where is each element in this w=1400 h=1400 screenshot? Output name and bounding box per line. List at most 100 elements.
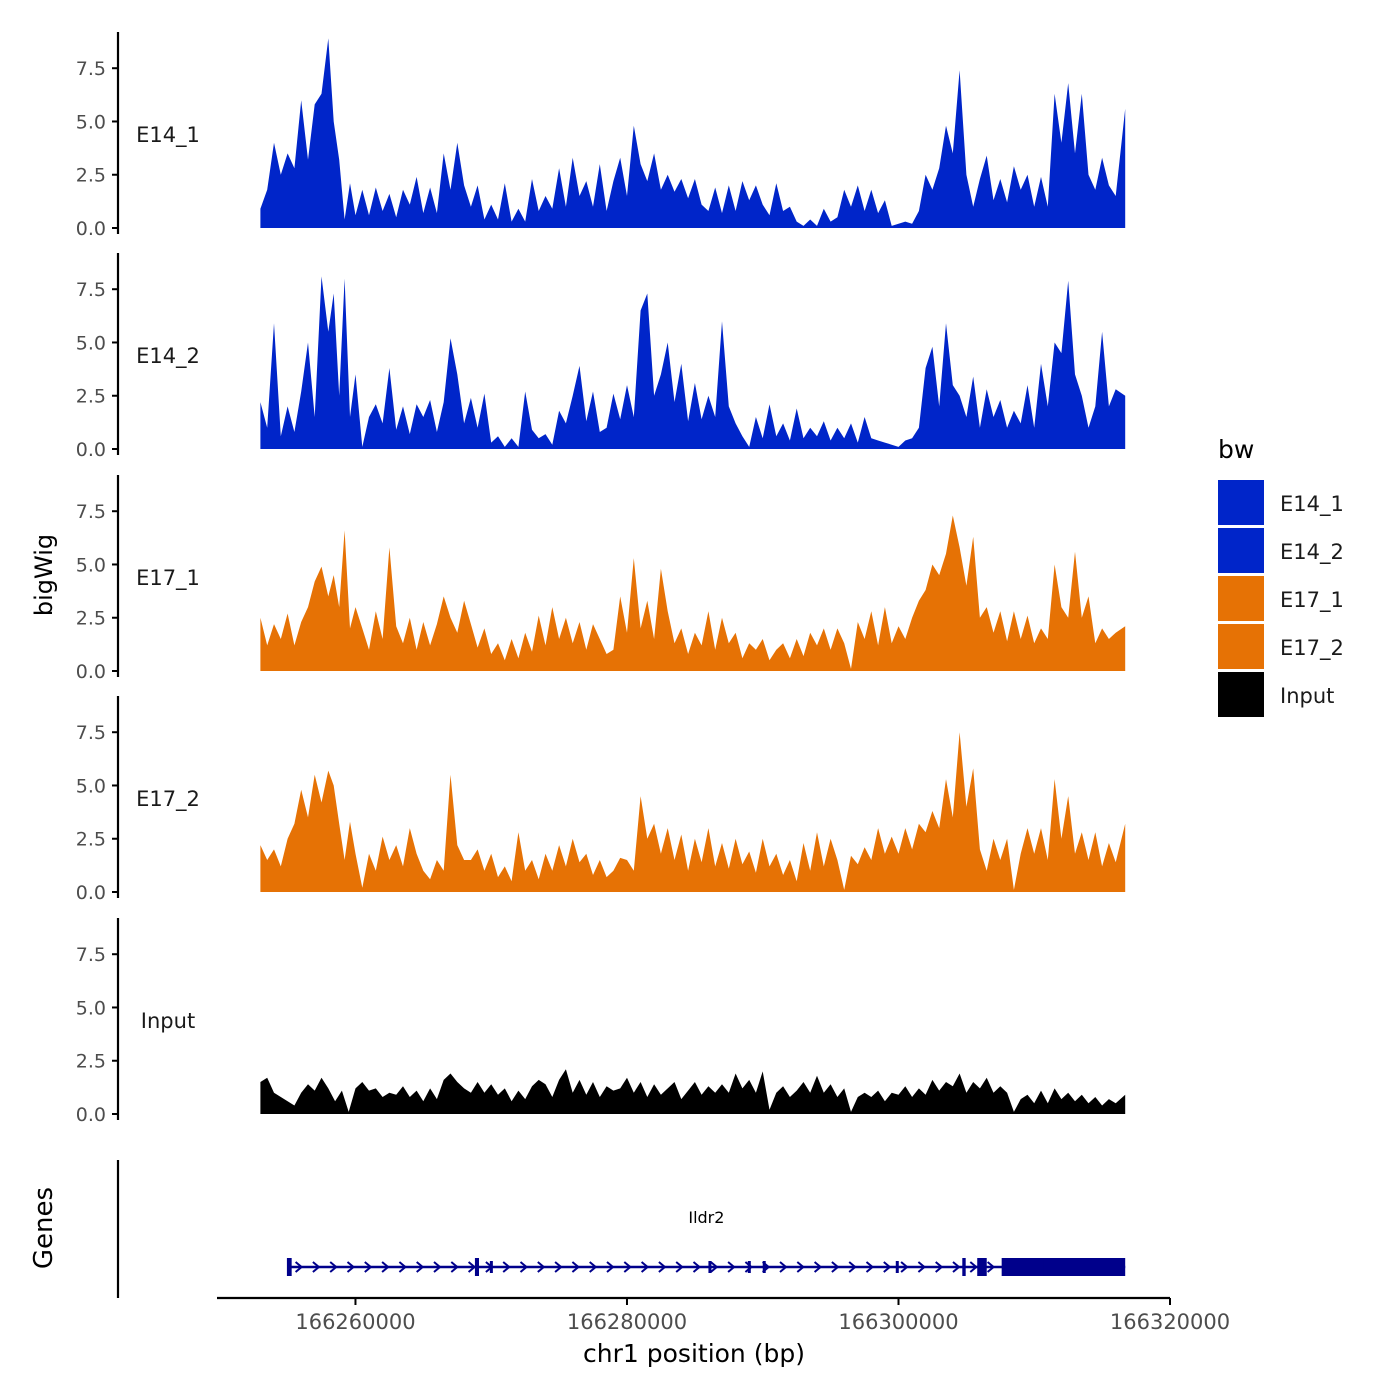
- strand-arrow: [398, 1261, 407, 1273]
- track-label: E14_1: [136, 123, 200, 148]
- genes-panel-title: Genes: [29, 1187, 59, 1269]
- x-tick-label: 166300000: [838, 1310, 958, 1334]
- y-axis-title: bigWig: [30, 534, 58, 616]
- strand-arrow: [813, 1261, 823, 1273]
- y-tick-label: 7.5: [76, 501, 106, 523]
- exon: [747, 1261, 751, 1273]
- x-tick-label: 166260000: [295, 1310, 415, 1334]
- strand-arrow: [606, 1261, 615, 1273]
- y-tick-label: 0.0: [76, 439, 106, 461]
- y-tick-label: 2.5: [76, 829, 106, 851]
- strand-arrow: [727, 1261, 736, 1273]
- strand-arrow: [969, 1261, 978, 1273]
- exon: [962, 1258, 966, 1276]
- strand-arrow: [675, 1261, 684, 1273]
- x-axis-title: chr1 position (bp): [583, 1339, 805, 1368]
- y-tick-label: 5.0: [76, 554, 106, 576]
- strand-arrow: [935, 1261, 944, 1273]
- strand-arrow: [450, 1261, 459, 1273]
- y-tick-label: 7.5: [76, 944, 106, 966]
- y-tick-label: 0.0: [76, 661, 106, 683]
- legend-label: E17_1: [1280, 588, 1344, 613]
- y-tick-label: 2.5: [76, 386, 106, 408]
- track-label: E17_2: [136, 787, 200, 812]
- strand-arrow: [554, 1261, 563, 1273]
- strand-arrow: [831, 1261, 840, 1273]
- legend-swatch: [1218, 576, 1264, 622]
- strand-arrow: [294, 1261, 304, 1273]
- y-tick-label: 7.5: [76, 722, 106, 744]
- signal-area-E17_2: [260, 732, 1126, 892]
- strand-arrow: [364, 1261, 373, 1273]
- strand-arrow: [952, 1261, 961, 1273]
- strand-arrow: [883, 1261, 892, 1273]
- gene-model: Ildr2: [286, 1208, 1126, 1276]
- gene-name-label: Ildr2: [688, 1208, 724, 1227]
- strand-arrow: [537, 1261, 546, 1273]
- signal-area-E14_1: [260, 38, 1126, 229]
- exon: [1043, 1258, 1126, 1276]
- y-tick-label: 5.0: [76, 775, 106, 797]
- strand-arrow: [381, 1261, 390, 1273]
- y-tick-label: 5.0: [76, 997, 106, 1019]
- strand-arrow: [744, 1261, 753, 1273]
- signal-area-E17_1: [260, 515, 1126, 671]
- strand-arrow: [467, 1261, 477, 1273]
- exon: [489, 1261, 493, 1273]
- y-tick-label: 0.0: [76, 882, 106, 904]
- legend-label: E14_2: [1280, 540, 1344, 565]
- strand-arrow: [900, 1261, 909, 1273]
- x-axis: 166260000 166280000 166300000 166320000: [217, 1296, 1230, 1334]
- exon: [286, 1258, 292, 1276]
- strand-arrow: [640, 1261, 650, 1273]
- y-tick-label: 5.0: [76, 111, 106, 133]
- tracks-layer: 0.0 2.5 5.0 7.5 E14_1 0.0 2.5 5.0 7.5 E14_2 0.0 2.5…: [76, 32, 1126, 1126]
- track-label: E17_1: [136, 566, 200, 591]
- y-tick-label: 2.5: [76, 1051, 106, 1073]
- signal-area-E14_2: [260, 276, 1126, 449]
- strand-arrow: [502, 1261, 511, 1273]
- exon: [708, 1261, 712, 1273]
- legend-label: E17_2: [1280, 636, 1344, 661]
- y-tick-label: 2.5: [76, 165, 106, 187]
- strand-arrow: [658, 1261, 667, 1273]
- track-E14_1: 0.0 2.5 5.0 7.5 E14_1: [76, 32, 1126, 240]
- strand-arrow: [692, 1261, 702, 1273]
- y-tick-label: 0.0: [76, 1104, 106, 1126]
- strand-arrow: [312, 1261, 321, 1273]
- track-E17_2: 0.0 2.5 5.0 7.5 E17_2: [76, 696, 1126, 904]
- legend-swatch: [1218, 672, 1264, 718]
- strand-arrow: [589, 1261, 598, 1273]
- strand-arrow: [519, 1261, 529, 1273]
- strand-arrow: [796, 1261, 805, 1273]
- strand-arrow: [346, 1261, 356, 1273]
- legend-swatch: [1218, 480, 1264, 526]
- signal-area-Input: [260, 1069, 1126, 1114]
- y-tick-label: 2.5: [76, 608, 106, 630]
- strand-arrow: [779, 1261, 788, 1273]
- strand-arrow: [917, 1261, 926, 1273]
- strand-arrow: [986, 1261, 996, 1273]
- exon: [762, 1261, 766, 1273]
- legend-label: Input: [1280, 684, 1334, 708]
- x-tick-label: 166320000: [1110, 1310, 1230, 1334]
- strand-arrow: [623, 1261, 632, 1273]
- track-label: Input: [141, 1009, 195, 1033]
- exon: [977, 1258, 987, 1276]
- track-E14_2: 0.0 2.5 5.0 7.5 E14_2: [76, 253, 1126, 461]
- track-label: E14_2: [136, 344, 200, 369]
- legend-swatch: [1218, 528, 1264, 574]
- gene-layer: Ildr2: [116, 1160, 1126, 1298]
- strand-arrow: [329, 1261, 338, 1273]
- strand-arrow: [865, 1261, 875, 1273]
- legend-title: bw: [1218, 435, 1254, 464]
- y-tick-label: 7.5: [76, 58, 106, 80]
- exon: [474, 1258, 480, 1276]
- track-E17_1: 0.0 2.5 5.0 7.5 E17_1: [76, 475, 1126, 683]
- legend-label: E14_1: [1280, 492, 1344, 517]
- y-tick-label: 0.0: [76, 218, 106, 240]
- strand-arrow: [416, 1261, 425, 1273]
- y-tick-label: 7.5: [76, 279, 106, 301]
- exon: [1001, 1258, 1047, 1276]
